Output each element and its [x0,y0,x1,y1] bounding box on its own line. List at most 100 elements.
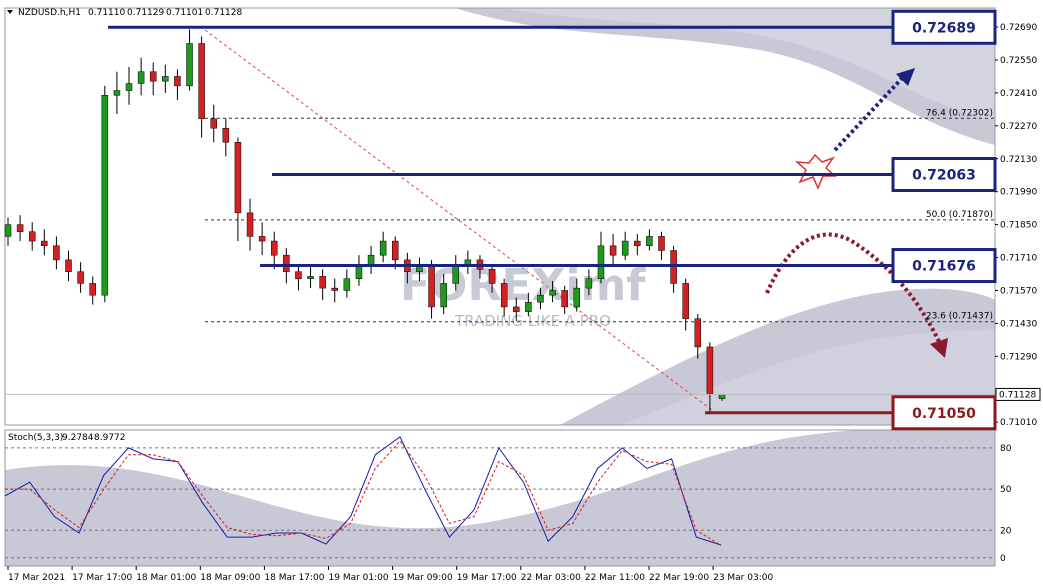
y-tick-label: 0.71850 [1000,221,1037,231]
candle-body [137,71,145,84]
y-tick-label: 20 [1000,526,1012,536]
candle-body [331,287,338,291]
candle-body [295,271,302,279]
y-tick-label: 0.71570 [1000,286,1037,296]
candle-body [513,306,520,312]
candle-body [4,224,12,237]
candle-body [500,283,508,308]
candle-body [53,245,60,261]
x-tick-label: 22 Mar 11:00 [585,573,645,583]
watermark-slogan: TRADING LIKE A PRO [454,312,611,330]
decor-wave [500,8,995,120]
candle-body [658,236,665,251]
arrow-up [833,73,907,152]
candle-body [198,43,205,120]
x-tick-label: 22 Mar 03:00 [521,573,581,583]
decor-wave [5,430,995,566]
y-tick-label: 0.71710 [1000,254,1037,264]
candle-body [246,212,254,237]
candle-body [525,301,532,312]
stoch-title: Stoch(5,3,3) [8,433,63,443]
candle-body [162,76,169,82]
candle-body [283,254,290,272]
y-tick-label: 0.71010 [1000,418,1037,428]
candle-body [585,278,593,289]
candle-body [718,394,726,399]
stoch-line [5,440,722,546]
stoch-line [4,436,722,546]
y-tick-label: 0.72550 [1000,56,1037,66]
fib-label: 23.6 (0.71437) [926,312,993,322]
candle-body [222,127,230,143]
candle-body [174,76,181,87]
candle-body [392,240,399,261]
ohlc: 0.71129 [127,8,164,18]
candle-body [452,264,460,284]
y-tick-label: 0.71990 [1000,188,1037,198]
candle-body [464,259,472,265]
x-tick-label: 19 Mar 17:00 [457,573,517,583]
candle-body [16,224,24,232]
candle-body [682,283,689,319]
x-tick-label: 18 Mar 01:00 [136,573,196,583]
x-tick-label: 22 Mar 19:00 [649,573,709,583]
candle-body [149,71,157,82]
y-tick-label: 50 [1000,485,1012,495]
candle-body [440,283,447,308]
candle-body [488,269,496,284]
candle-body [125,83,133,91]
candle-body [113,90,121,96]
current-price-label: 0.71128 [999,390,1036,400]
arrow-head [930,338,948,358]
arrow-curve [765,232,944,349]
candle-body [621,240,629,256]
candle-body [343,278,351,291]
ohlc: 0.71110 [88,8,125,18]
candle-body [101,95,109,296]
x-tick-label: 23 Mar 03:00 [713,573,773,583]
level-box [891,157,997,193]
fib-label: 50.0 (0.71870) [926,210,993,220]
arrow-head [896,68,915,86]
level-box [891,395,997,431]
x-tick-label: 18 Mar 09:00 [200,573,260,583]
fib-label: 76.4 (0.72302) [926,108,993,118]
y-tick-label: 80 [1000,444,1012,454]
candle-body [634,240,641,247]
candle-body [537,294,544,303]
candle-body [379,240,387,256]
price-panel [4,7,996,426]
x-tick-label: 18 Mar 17:00 [264,573,324,583]
x-tick-label: 19 Mar 01:00 [329,573,389,583]
burst-icon [794,153,837,190]
level-label: 0.72689 [912,20,976,36]
candle-body [549,290,556,296]
candle-body [319,276,326,289]
candle-body [210,118,217,129]
trend-line [204,29,713,411]
symbol: NZDUSD.h,H1 [18,8,81,18]
current-price-box [995,387,1041,401]
candle-body [646,236,653,247]
candle-body [706,346,714,395]
y-tick-label: 0.72410 [1000,89,1037,99]
y-tick-label: 0.71290 [1000,352,1037,362]
watermark-brand: FOREXimf [400,260,646,311]
candle-body [307,276,314,279]
x-tick-label: 17 Mar 2021 [8,573,65,583]
x-tick-label: 19 Mar 09:00 [393,573,453,583]
candle-body [561,290,568,308]
candle-body [428,264,435,308]
candle-body [41,240,48,247]
level-label: 0.71050 [912,406,976,422]
level-label: 0.71676 [912,259,976,275]
y-tick-label: 0.72130 [1000,155,1037,165]
level-label: 0.72063 [912,168,976,184]
y-tick-label: 0.71430 [1000,319,1037,329]
menu-icon [7,10,13,14]
y-tick-label: 0.72270 [1000,122,1037,132]
stoch-panel [4,429,996,567]
candle-body [77,271,84,284]
candle-body [573,287,581,308]
candle-body [367,254,375,265]
